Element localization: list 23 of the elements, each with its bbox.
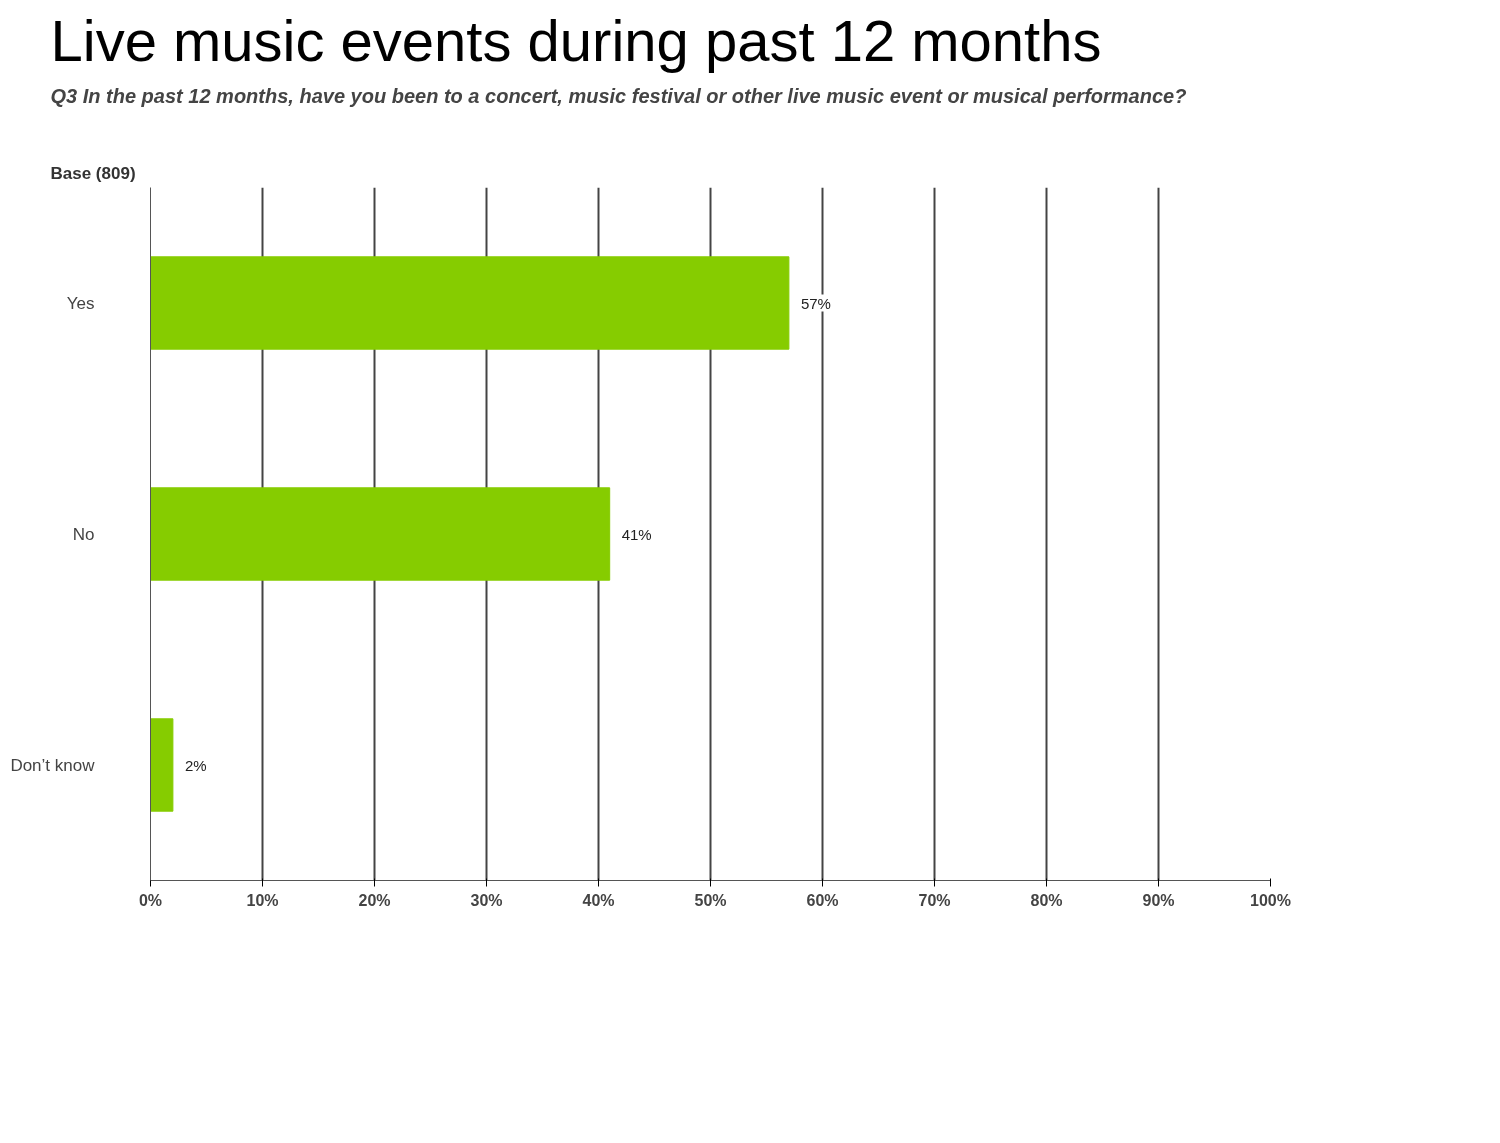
- chart-subtitle: Q3 In the past 12 months, have you been to a concert, music festival or other live music event or musical performance?: [50, 84, 1187, 107]
- y-tick-label: Yes: [66, 293, 95, 313]
- x-tick-label: 70%: [918, 891, 951, 909]
- x-tick-label: 10%: [246, 891, 279, 909]
- data-label: 41%: [621, 525, 652, 543]
- bar: [150, 256, 790, 350]
- data-label: 57%: [800, 294, 831, 312]
- x-tick-label: 20%: [358, 891, 391, 909]
- bar: [150, 718, 174, 812]
- y-tick-label: No: [72, 524, 95, 544]
- data-label: 2%: [184, 756, 207, 774]
- y-tick-label: Don’t know: [10, 755, 96, 775]
- x-tick-label: 80%: [1030, 891, 1063, 909]
- x-tick-label: 40%: [582, 891, 615, 909]
- bar: [150, 487, 611, 581]
- x-tick-label: 30%: [470, 891, 503, 909]
- x-tick-label: 0%: [138, 891, 163, 909]
- x-tick-label: 50%: [694, 891, 727, 909]
- x-tick-label: 60%: [806, 891, 839, 909]
- x-tick-label: 100%: [1250, 891, 1291, 909]
- chart-title: Live music events during past 12 months: [50, 7, 1102, 73]
- text: Base (809): [50, 163, 136, 183]
- x-tick-label: 90%: [1142, 891, 1175, 909]
